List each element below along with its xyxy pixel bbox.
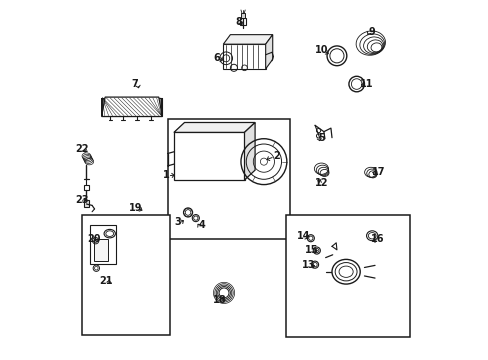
Text: 13: 13 [302, 260, 315, 270]
Text: 10: 10 [315, 45, 328, 55]
Text: 15: 15 [304, 245, 318, 255]
Text: 1: 1 [163, 170, 169, 180]
Polygon shape [244, 122, 255, 180]
Text: 5: 5 [318, 133, 325, 143]
Text: 18: 18 [213, 295, 226, 305]
Text: 3: 3 [174, 217, 181, 227]
Bar [82, 215, 169, 334]
Text: 4: 4 [199, 220, 205, 230]
Text: 20: 20 [86, 234, 100, 244]
Polygon shape [174, 122, 255, 132]
Polygon shape [174, 132, 244, 180]
Bar [83, 185, 89, 189]
Text: 14: 14 [296, 231, 310, 242]
Text: 11: 11 [359, 79, 372, 89]
Bar [102, 98, 161, 116]
Ellipse shape [331, 259, 360, 284]
Text: 21: 21 [99, 275, 113, 285]
Text: 6: 6 [212, 53, 219, 63]
Text: 17: 17 [371, 167, 385, 177]
Bar [83, 201, 89, 207]
Text: 19: 19 [129, 203, 142, 212]
Text: 22: 22 [75, 144, 88, 154]
Bar [240, 18, 245, 26]
Polygon shape [102, 97, 162, 117]
Polygon shape [223, 44, 265, 69]
Bar [167, 119, 290, 239]
Polygon shape [241, 13, 244, 18]
Text: 16: 16 [370, 234, 384, 244]
Text: 9: 9 [367, 27, 374, 37]
Text: 8: 8 [235, 17, 242, 27]
Bar [285, 215, 409, 337]
Text: 12: 12 [314, 178, 327, 188]
Text: 23: 23 [75, 195, 88, 206]
Text: 7: 7 [131, 79, 138, 89]
Bar [93, 239, 108, 261]
Polygon shape [265, 35, 272, 69]
Text: 2: 2 [272, 151, 279, 161]
Bar [90, 225, 116, 264]
Polygon shape [223, 35, 272, 44]
